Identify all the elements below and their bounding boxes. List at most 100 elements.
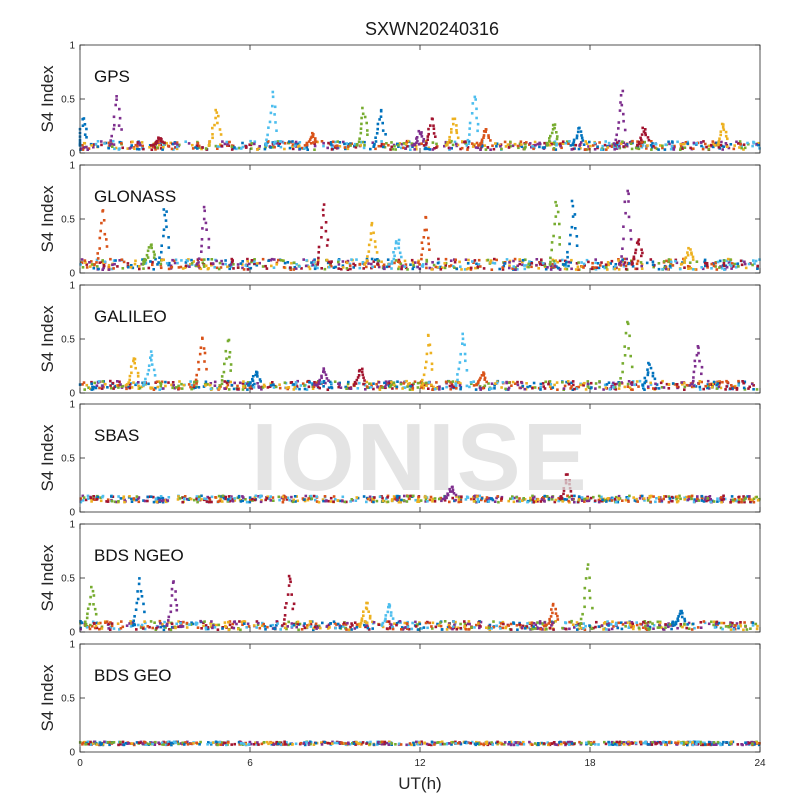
data-point: [535, 627, 539, 630]
data-point: [420, 241, 424, 244]
data-point: [120, 258, 124, 261]
data-point: [607, 497, 610, 500]
data-point: [292, 261, 296, 264]
data-point: [523, 387, 527, 391]
data-point: [489, 742, 492, 746]
data-point: [266, 133, 269, 137]
data-point: [394, 743, 397, 746]
data-point: [316, 385, 320, 389]
data-point: [528, 142, 532, 145]
data-point: [243, 622, 246, 625]
data-point: [406, 627, 409, 630]
data-point: [545, 141, 549, 145]
data-point: [201, 227, 204, 230]
data-point: [562, 487, 566, 490]
data-point: [152, 250, 156, 254]
data-point: [582, 266, 585, 269]
data-point: [423, 147, 427, 151]
data-point: [143, 380, 146, 384]
data-point: [698, 385, 702, 389]
data-point: [393, 622, 396, 625]
data-point: [454, 384, 458, 387]
data-point: [309, 623, 313, 626]
data-point: [749, 500, 752, 504]
data-point: [354, 499, 358, 502]
data-point: [384, 614, 388, 617]
data-point: [332, 620, 336, 623]
data-point: [491, 261, 495, 265]
data-point: [656, 626, 660, 629]
data-point: [120, 385, 123, 388]
data-point: [734, 624, 737, 627]
data-point: [158, 498, 161, 502]
data-point: [606, 620, 609, 623]
data-point: [631, 262, 634, 265]
data-point: [347, 387, 350, 390]
data-point: [700, 144, 703, 148]
data-point: [142, 625, 145, 629]
data-point: [138, 577, 141, 580]
data-point: [336, 140, 340, 143]
data-point: [129, 266, 133, 269]
data-point: [197, 144, 201, 148]
data-point: [323, 495, 327, 498]
data-point: [686, 623, 689, 626]
data-point: [697, 346, 700, 350]
data-point: [409, 148, 412, 151]
data-point: [385, 627, 389, 630]
data-point: [107, 146, 110, 150]
data-point: [337, 260, 340, 264]
data-point: [448, 141, 452, 144]
data-point: [485, 498, 489, 501]
data-point: [612, 142, 616, 145]
data-point: [584, 577, 588, 580]
data-point: [552, 141, 556, 145]
data-point: [482, 134, 486, 137]
data-point: [186, 740, 189, 744]
data-point: [692, 384, 696, 388]
data-point: [277, 144, 280, 147]
data-point: [594, 382, 598, 385]
data-point: [80, 258, 84, 261]
data-point: [452, 492, 456, 495]
data-point: [387, 620, 391, 623]
data-point: [128, 378, 131, 382]
data-point: [250, 142, 254, 145]
data-point: [117, 495, 120, 498]
data-point: [746, 141, 749, 145]
data-point: [282, 498, 285, 501]
data-point: [241, 263, 244, 266]
data-point: [757, 141, 760, 145]
data-point: [488, 387, 492, 391]
data-point: [580, 626, 583, 630]
data-point: [632, 627, 635, 631]
data-point: [464, 628, 468, 631]
data-point: [352, 262, 355, 266]
data-point: [338, 626, 342, 630]
data-point: [596, 262, 600, 265]
data-point: [653, 377, 657, 381]
data-point: [275, 740, 278, 744]
data-point: [310, 261, 313, 264]
data-point: [601, 498, 604, 501]
data-point: [153, 146, 156, 149]
data-point: [712, 620, 716, 624]
data-point: [305, 141, 309, 145]
data-point: [156, 146, 159, 149]
data-point: [152, 268, 155, 271]
data-point: [367, 243, 371, 247]
data-point: [625, 496, 628, 499]
data-point: [458, 741, 462, 745]
data-point: [388, 605, 391, 609]
data-point: [637, 385, 640, 388]
data-point: [163, 499, 166, 502]
data-point: [80, 261, 84, 265]
data-point: [748, 497, 751, 500]
data-point: [386, 496, 389, 499]
data-point: [398, 142, 402, 145]
data-point: [86, 148, 89, 151]
data-point: [624, 267, 628, 271]
data-point: [343, 500, 347, 504]
data-point: [440, 266, 444, 269]
data-point: [341, 264, 345, 267]
